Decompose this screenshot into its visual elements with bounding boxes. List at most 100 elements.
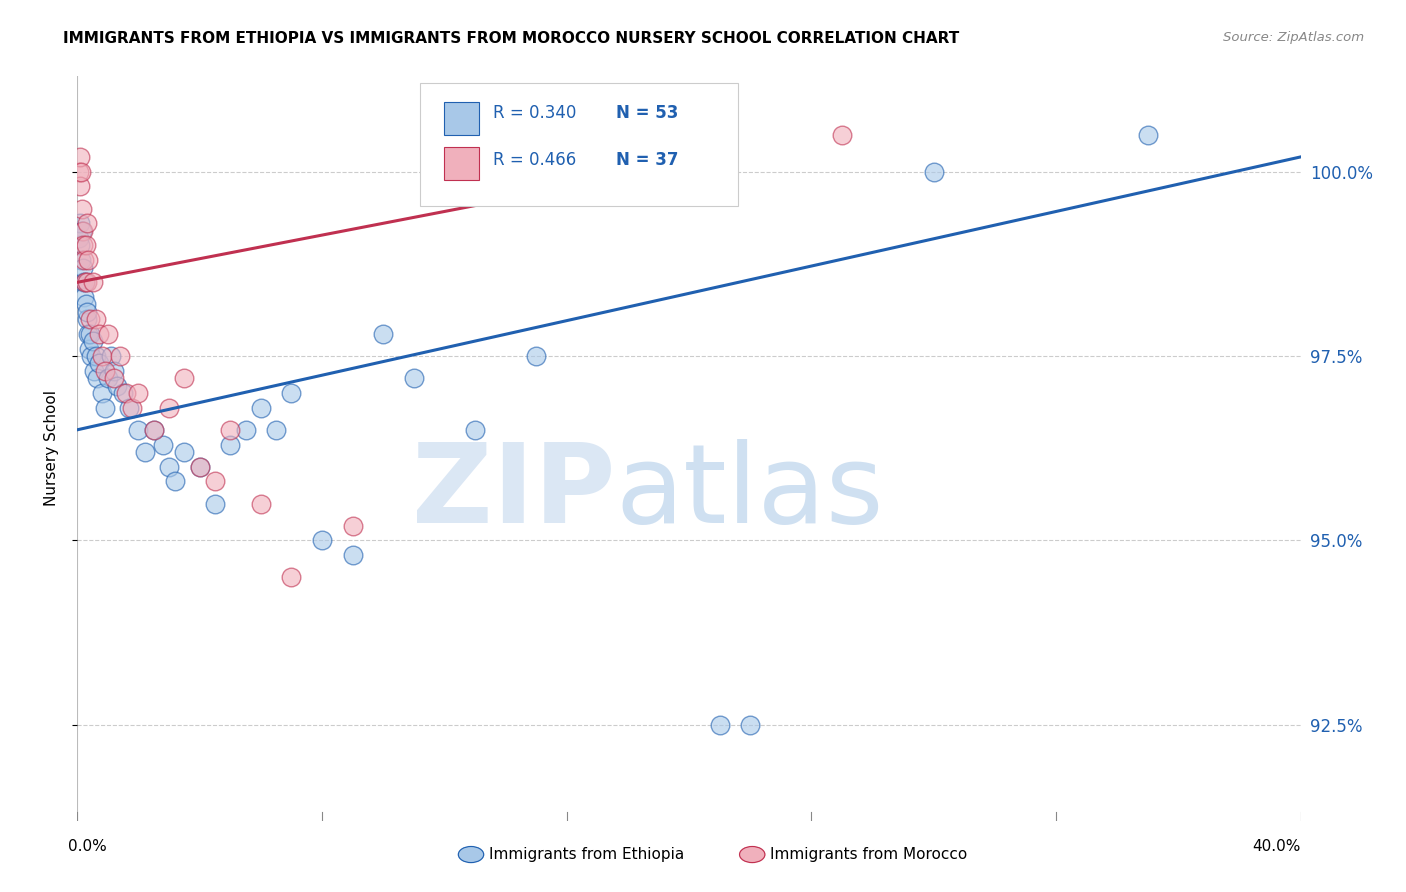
Point xyxy=(86,371,108,385)
Point xyxy=(82,275,104,289)
Point xyxy=(87,356,110,370)
Point xyxy=(188,459,211,474)
Text: Source: ZipAtlas.com: Source: ZipAtlas.com xyxy=(1223,31,1364,45)
Point xyxy=(204,475,226,489)
Point xyxy=(72,238,94,252)
Point xyxy=(740,718,762,732)
Point xyxy=(70,164,93,178)
Point xyxy=(72,275,94,289)
Point xyxy=(67,231,90,245)
Point xyxy=(264,423,287,437)
Text: ZIP: ZIP xyxy=(412,440,616,547)
Point xyxy=(77,253,100,268)
Text: atlas: atlas xyxy=(616,440,884,547)
Point xyxy=(219,437,242,451)
Point xyxy=(115,385,138,400)
Point xyxy=(76,216,98,230)
Point xyxy=(94,401,117,415)
Point xyxy=(142,423,165,437)
Point xyxy=(76,275,98,289)
Point xyxy=(157,459,180,474)
Point xyxy=(709,718,731,732)
Point xyxy=(83,364,105,378)
Point xyxy=(371,326,394,341)
Point xyxy=(108,349,131,363)
Point xyxy=(105,378,128,392)
Point xyxy=(76,305,98,319)
Point xyxy=(1136,128,1159,142)
Point xyxy=(118,401,141,415)
Point xyxy=(73,275,96,289)
FancyBboxPatch shape xyxy=(444,102,478,136)
Point xyxy=(72,260,94,275)
Point xyxy=(342,548,364,562)
Point xyxy=(127,423,149,437)
Point xyxy=(280,570,302,584)
Point xyxy=(479,150,502,164)
Text: IMMIGRANTS FROM ETHIOPIA VS IMMIGRANTS FROM MOROCCO NURSERY SCHOOL CORRELATION C: IMMIGRANTS FROM ETHIOPIA VS IMMIGRANTS F… xyxy=(63,31,959,46)
Text: 40.0%: 40.0% xyxy=(1253,839,1301,854)
Point xyxy=(69,216,91,230)
Text: N = 37: N = 37 xyxy=(616,151,678,169)
Point xyxy=(72,224,94,238)
Point xyxy=(134,445,156,459)
Point xyxy=(82,334,104,349)
Point xyxy=(524,349,547,363)
Text: R = 0.466: R = 0.466 xyxy=(494,151,576,169)
Point xyxy=(157,401,180,415)
Point xyxy=(67,164,90,178)
Point xyxy=(127,385,149,400)
Point xyxy=(76,312,98,326)
Point xyxy=(69,150,91,164)
Point xyxy=(235,423,257,437)
Point xyxy=(342,518,364,533)
Point xyxy=(94,364,117,378)
Point xyxy=(922,164,945,178)
Point xyxy=(69,238,91,252)
Point xyxy=(152,437,174,451)
Point xyxy=(121,401,143,415)
Point xyxy=(70,253,93,268)
Point xyxy=(75,238,97,252)
Point xyxy=(79,312,101,326)
Point xyxy=(402,371,425,385)
FancyBboxPatch shape xyxy=(420,83,738,206)
FancyBboxPatch shape xyxy=(444,146,478,180)
Point xyxy=(165,475,187,489)
Point xyxy=(75,297,97,311)
Text: Immigrants from Morocco: Immigrants from Morocco xyxy=(770,847,967,862)
Point xyxy=(142,423,165,437)
Point xyxy=(90,385,112,400)
Point xyxy=(73,275,96,289)
Point xyxy=(70,224,93,238)
Point xyxy=(173,371,195,385)
Point xyxy=(100,349,122,363)
Point xyxy=(112,385,135,400)
Point xyxy=(464,423,486,437)
Point xyxy=(84,349,107,363)
Point xyxy=(250,497,273,511)
Point xyxy=(831,128,853,142)
Y-axis label: Nursery School: Nursery School xyxy=(44,390,59,507)
Point xyxy=(84,312,107,326)
Point xyxy=(77,326,100,341)
Point xyxy=(69,179,91,194)
Point xyxy=(79,326,101,341)
Point xyxy=(70,202,93,216)
Point xyxy=(97,326,120,341)
Point xyxy=(219,423,242,437)
Point xyxy=(90,349,112,363)
Text: 0.0%: 0.0% xyxy=(67,839,107,854)
Point xyxy=(188,459,211,474)
Point xyxy=(87,326,110,341)
Point xyxy=(103,364,125,378)
Point xyxy=(173,445,195,459)
Text: N = 53: N = 53 xyxy=(616,104,678,122)
Point xyxy=(280,385,302,400)
Point xyxy=(250,401,273,415)
Point xyxy=(80,349,103,363)
Point xyxy=(204,497,226,511)
Point xyxy=(103,371,125,385)
Point xyxy=(77,342,100,356)
Point xyxy=(311,533,333,548)
